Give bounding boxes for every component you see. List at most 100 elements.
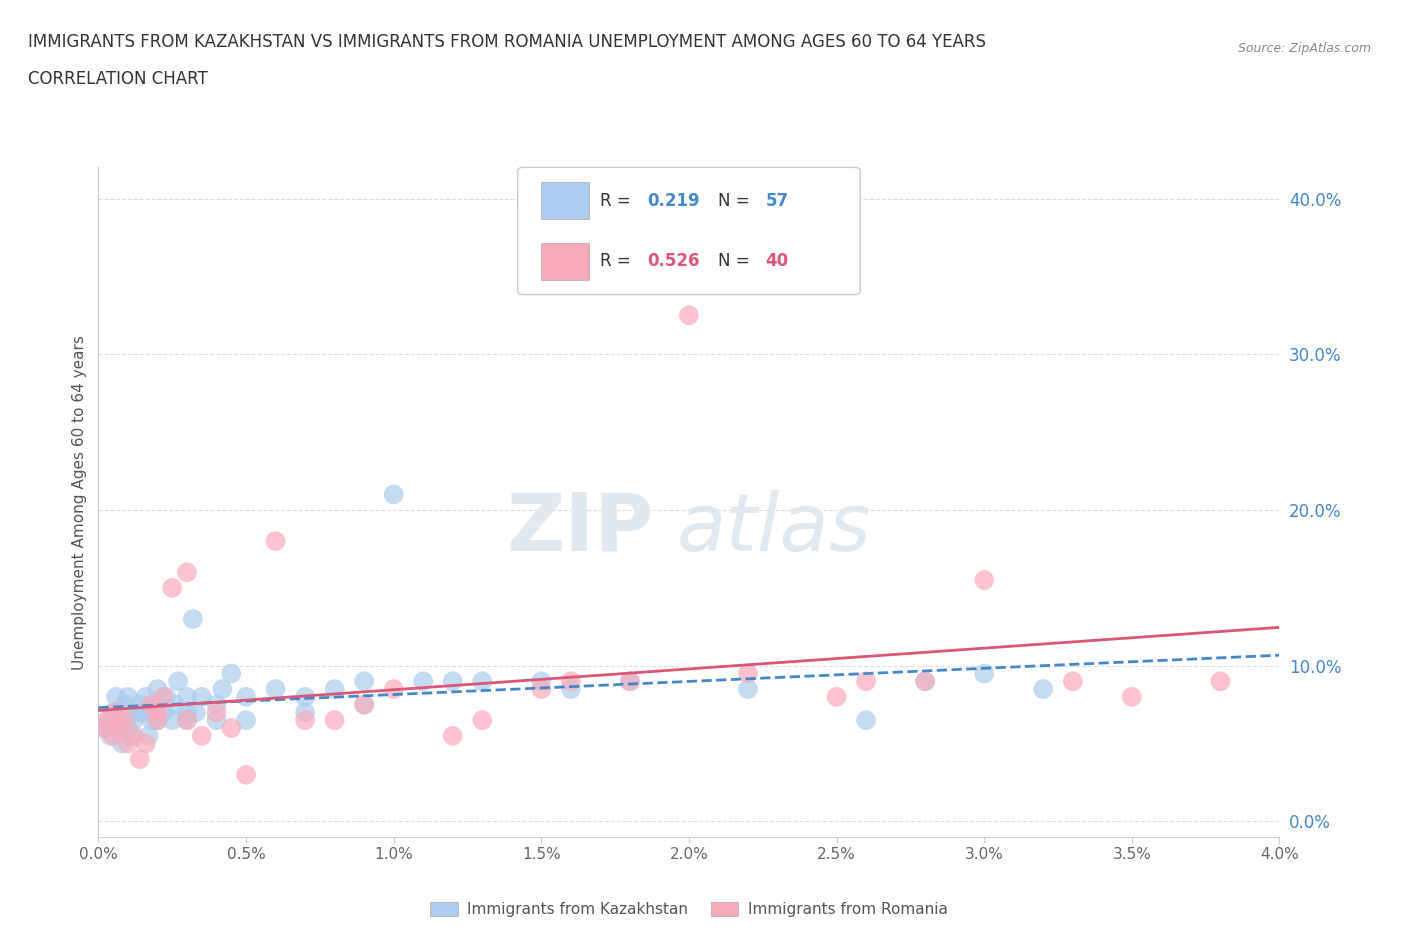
Point <box>323 712 346 727</box>
Point <box>205 698 228 712</box>
Point <box>530 674 553 689</box>
Text: R =: R = <box>600 192 637 210</box>
Y-axis label: Unemployment Among Ages 60 to 64 years: Unemployment Among Ages 60 to 64 years <box>72 335 87 670</box>
Point <box>93 721 115 736</box>
Point <box>162 580 183 595</box>
FancyBboxPatch shape <box>541 243 589 280</box>
Point <box>855 674 877 689</box>
Point <box>146 698 169 712</box>
Point <box>353 674 375 689</box>
FancyBboxPatch shape <box>541 182 589 219</box>
Text: 57: 57 <box>766 192 789 210</box>
Point <box>1062 674 1084 689</box>
Point <box>184 705 207 720</box>
Point <box>117 737 139 751</box>
Text: Source: ZipAtlas.com: Source: ZipAtlas.com <box>1237 42 1371 55</box>
Text: 0.219: 0.219 <box>648 192 700 210</box>
Point <box>914 674 936 689</box>
Point <box>96 712 118 727</box>
Point <box>96 712 118 727</box>
Text: ZIP: ZIP <box>506 490 654 568</box>
Point <box>135 689 157 704</box>
Point <box>219 721 242 736</box>
Point <box>973 573 995 588</box>
Point <box>146 712 169 727</box>
Point <box>103 728 124 743</box>
Point <box>471 712 494 727</box>
Point <box>98 728 121 743</box>
Point <box>162 712 183 727</box>
Point <box>353 698 375 712</box>
Point <box>855 712 877 727</box>
Point <box>152 689 174 704</box>
Point <box>560 674 582 689</box>
Point <box>264 682 287 697</box>
Text: 40: 40 <box>766 252 789 270</box>
Point <box>146 705 169 720</box>
Point <box>176 712 198 727</box>
Point <box>205 712 228 727</box>
Point <box>235 712 257 727</box>
Point <box>146 712 169 727</box>
Point <box>914 674 936 689</box>
Point <box>146 682 169 697</box>
Text: N =: N = <box>718 192 755 210</box>
Point <box>176 705 198 720</box>
Point <box>176 689 198 704</box>
Point <box>155 689 177 704</box>
Point <box>211 682 233 697</box>
Point <box>122 712 145 727</box>
Point <box>105 689 128 704</box>
Point <box>560 682 582 697</box>
Point <box>191 728 214 743</box>
Point <box>294 689 316 704</box>
Point <box>120 728 142 743</box>
Point <box>141 712 163 727</box>
Point <box>105 705 128 720</box>
Point <box>235 767 257 782</box>
Text: IMMIGRANTS FROM KAZAKHSTAN VS IMMIGRANTS FROM ROMANIA UNEMPLOYMENT AMONG AGES 60: IMMIGRANTS FROM KAZAKHSTAN VS IMMIGRANTS… <box>28 33 986 50</box>
Point <box>152 705 174 720</box>
Point <box>128 698 150 712</box>
Point <box>412 674 434 689</box>
Point <box>191 689 214 704</box>
Text: CORRELATION CHART: CORRELATION CHART <box>28 70 208 87</box>
Point <box>737 682 759 697</box>
Point <box>141 698 163 712</box>
Point <box>353 698 375 712</box>
Point <box>1121 689 1143 704</box>
Text: 0.526: 0.526 <box>648 252 700 270</box>
Point <box>264 534 287 549</box>
Point <box>382 487 405 502</box>
Legend: Immigrants from Kazakhstan, Immigrants from Romania: Immigrants from Kazakhstan, Immigrants f… <box>425 896 953 923</box>
Point <box>108 721 131 736</box>
Point <box>1032 682 1054 697</box>
Point <box>165 698 187 712</box>
Point <box>323 682 346 697</box>
Point <box>135 737 157 751</box>
Point <box>181 612 204 627</box>
Point <box>117 721 139 736</box>
Point <box>530 682 553 697</box>
Point <box>103 705 124 720</box>
Text: R =: R = <box>600 252 637 270</box>
Point <box>471 674 494 689</box>
Point <box>105 721 128 736</box>
Point <box>737 666 759 681</box>
Point <box>138 728 160 743</box>
FancyBboxPatch shape <box>517 167 860 295</box>
Point <box>973 666 995 681</box>
Point <box>678 308 700 323</box>
Point <box>122 728 145 743</box>
Point <box>825 689 848 704</box>
Point <box>176 712 198 727</box>
Point <box>205 705 228 720</box>
Point <box>219 666 242 681</box>
Point <box>132 705 155 720</box>
Text: N =: N = <box>718 252 755 270</box>
Text: atlas: atlas <box>678 490 872 568</box>
Point <box>441 728 464 743</box>
Point <box>1209 674 1232 689</box>
Point <box>128 751 150 766</box>
Point <box>441 674 464 689</box>
